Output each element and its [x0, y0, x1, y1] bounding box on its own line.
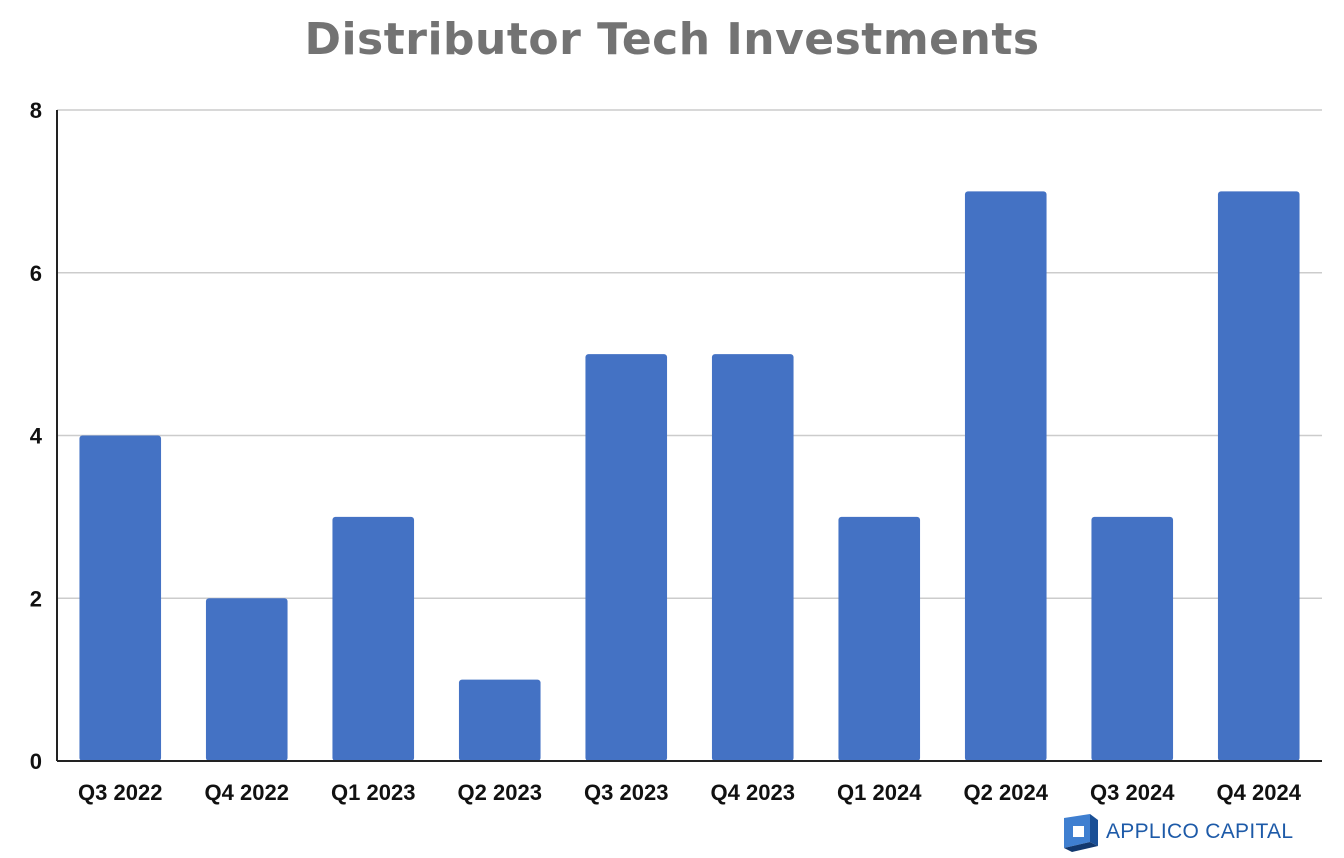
y-tick-label: 6 — [30, 261, 42, 286]
applico-cube-icon — [1064, 814, 1098, 852]
x-tick-label: Q3 2022 — [78, 780, 162, 805]
bar — [585, 354, 668, 761]
bar — [964, 191, 1047, 761]
x-tick-label: Q2 2023 — [458, 780, 542, 805]
bar — [838, 516, 921, 761]
brand-watermark: APPLICO CAPITAL — [1060, 812, 1293, 852]
bars — [79, 191, 1300, 761]
y-tick-label: 0 — [30, 749, 42, 774]
bar — [458, 679, 541, 761]
bar — [79, 435, 162, 761]
bar — [1091, 516, 1174, 761]
x-tick-label: Q2 2024 — [964, 780, 1049, 805]
axes — [56, 110, 1322, 762]
bar — [711, 354, 794, 761]
x-tick-labels: Q3 2022 Q4 2022 Q1 2023 Q2 2023 Q3 2023 Q4 20… — [78, 780, 1302, 805]
y-tick-labels: 0 2 4 6 8 — [30, 98, 43, 774]
bar — [332, 516, 415, 761]
bar — [1217, 191, 1300, 761]
y-tick-label: 8 — [30, 98, 42, 123]
chart-title: Distributor Tech Investments — [304, 14, 1040, 65]
x-tick-label: Q4 2024 — [1217, 780, 1302, 805]
x-tick-label: Q1 2024 — [837, 780, 922, 805]
x-tick-label: Q3 2023 — [584, 780, 668, 805]
y-tick-label: 4 — [30, 424, 43, 449]
x-tick-label: Q4 2023 — [711, 780, 795, 805]
brand-name: APPLICO CAPITAL — [1106, 820, 1294, 843]
x-tick-label: Q4 2022 — [205, 780, 289, 805]
x-tick-label: Q3 2024 — [1090, 780, 1175, 805]
bar — [205, 598, 288, 761]
x-tick-label: Q1 2023 — [331, 780, 415, 805]
y-tick-label: 2 — [30, 586, 42, 611]
